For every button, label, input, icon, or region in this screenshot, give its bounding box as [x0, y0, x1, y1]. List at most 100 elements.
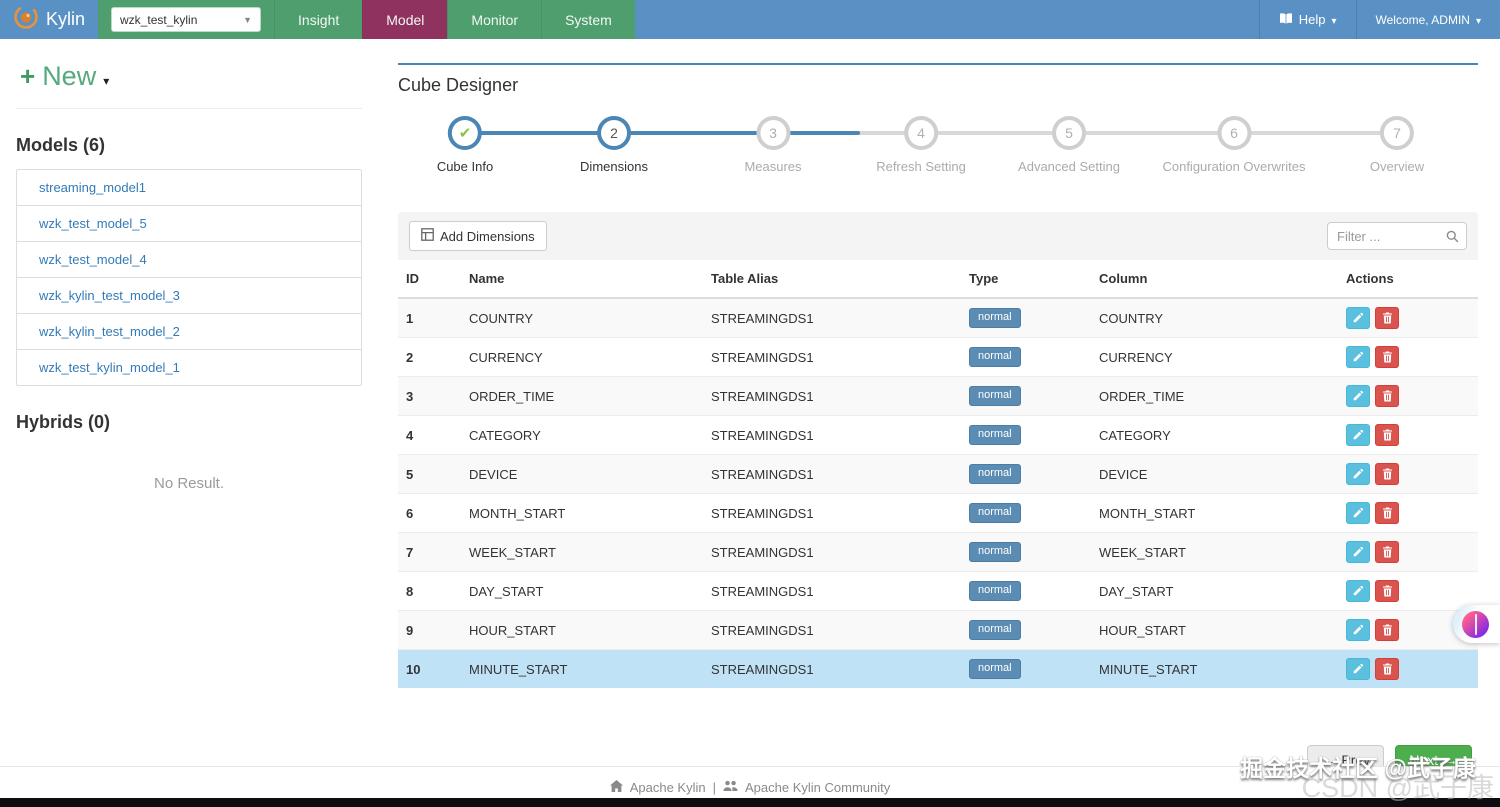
model-link[interactable]: wzk_test_model_4: [17, 241, 361, 277]
delete-button[interactable]: [1375, 502, 1399, 524]
main-content: Cube Designer ✔ Cube Info 2 Dimensions 3 Meas…: [378, 39, 1500, 788]
edit-button[interactable]: [1346, 424, 1370, 446]
brand[interactable]: Kylin: [0, 0, 98, 39]
watermark-csdn: CSDN @武子康: [1301, 773, 1494, 803]
nav-items: Insight Model Monitor System: [274, 0, 635, 39]
delete-button[interactable]: [1375, 580, 1399, 602]
cell-column: ORDER_TIME: [1091, 376, 1338, 416]
step-configuration-overwrites[interactable]: 6 Configuration Overwrites: [1162, 112, 1306, 174]
cell-type: normal: [961, 415, 1091, 455]
cell-column: COUNTRY: [1091, 297, 1338, 338]
type-badge: normal: [969, 425, 1021, 445]
model-link[interactable]: wzk_kylin_test_model_3: [17, 277, 361, 313]
assistant-widget[interactable]: [1453, 605, 1500, 643]
cell-name: ORDER_TIME: [461, 376, 703, 416]
model-link[interactable]: streaming_model1: [39, 180, 146, 195]
footer-link-apache-kylin[interactable]: Apache Kylin: [629, 779, 706, 795]
cell-actions: [1338, 376, 1478, 416]
cell-actions: [1338, 532, 1478, 572]
step-number: 5: [1052, 116, 1086, 150]
delete-button[interactable]: [1375, 541, 1399, 563]
delete-button[interactable]: [1375, 385, 1399, 407]
delete-button[interactable]: [1375, 463, 1399, 485]
edit-button[interactable]: [1346, 619, 1370, 641]
user-menu[interactable]: Welcome, ADMIN: [1355, 0, 1500, 39]
cell-table-alias: STREAMINGDS1: [703, 532, 961, 572]
model-link[interactable]: wzk_test_model_5: [17, 205, 361, 241]
delete-button[interactable]: [1375, 346, 1399, 368]
people-icon: [723, 780, 738, 795]
footer-link-community[interactable]: Apache Kylin Community: [745, 779, 891, 795]
hybrids-heading: Hybrids (0): [16, 412, 111, 432]
cell-column: DAY_START: [1091, 571, 1338, 611]
cell-id: 10: [398, 649, 461, 688]
edit-button[interactable]: [1346, 463, 1370, 485]
dimension-row[interactable]: 5 DEVICE STREAMINGDS1 normal DEVICE: [398, 454, 1478, 494]
cell-column: MONTH_START: [1091, 493, 1338, 533]
dimension-row[interactable]: 9 HOUR_START STREAMINGDS1 normal HOUR_START: [398, 610, 1478, 650]
edit-button[interactable]: [1346, 502, 1370, 524]
step-advanced-setting[interactable]: 5 Advanced Setting: [1018, 112, 1120, 174]
filter-input[interactable]: [1327, 222, 1467, 250]
search-icon: [1446, 230, 1459, 243]
edit-button[interactable]: [1346, 346, 1370, 368]
home-icon: [609, 779, 623, 795]
table-icon: [421, 228, 434, 244]
cell-type: normal: [961, 649, 1091, 688]
col-header-type: Type: [961, 260, 1091, 299]
book-icon: [1279, 12, 1293, 27]
brand-name: Kylin: [46, 9, 86, 29]
dimension-row[interactable]: 1 COUNTRY STREAMINGDS1 normal COUNTRY: [398, 297, 1478, 338]
help-label: Help: [1298, 12, 1326, 27]
help-menu[interactable]: Help: [1258, 0, 1356, 39]
step-label: Cube Info: [436, 159, 494, 174]
cell-column: HOUR_START: [1091, 610, 1338, 650]
cell-actions: [1338, 297, 1478, 338]
new-button-label: New: [42, 61, 97, 91]
dimension-row[interactable]: 2 CURRENCY STREAMINGDS1 normal CURRENCY: [398, 337, 1478, 377]
delete-button[interactable]: [1375, 658, 1399, 680]
step-overview[interactable]: 7 Overview: [1370, 112, 1424, 174]
edit-button[interactable]: [1346, 307, 1370, 329]
step-refresh-setting[interactable]: 4 Refresh Setting: [876, 112, 966, 174]
no-result-text: No Result.: [153, 475, 225, 492]
add-dimensions-button[interactable]: Add Dimensions: [409, 221, 547, 251]
model-link[interactable]: wzk_kylin_test_model_2: [17, 313, 361, 349]
nav-right-section: Help Welcome, ADMIN: [1258, 0, 1500, 39]
edit-button[interactable]: [1346, 541, 1370, 563]
step-dimensions[interactable]: 2 Dimensions: [580, 112, 648, 174]
check-icon: ✔: [448, 116, 482, 150]
dimension-row[interactable]: 3 ORDER_TIME STREAMINGDS1 normal ORDER_TIME: [398, 376, 1478, 416]
dimension-row[interactable]: 7 WEEK_START STREAMINGDS1 normal WEEK_START: [398, 532, 1478, 572]
dimension-row[interactable]: 10 MINUTE_START STREAMINGDS1 normal MINUTE_S…: [398, 649, 1478, 688]
top-navbar: Kylin wzk_test_kylin ▼ Insight Model Monit…: [0, 0, 1500, 39]
dimension-row[interactable]: 4 CATEGORY STREAMINGDS1 normal CATEGORY: [398, 415, 1478, 455]
cell-type: normal: [961, 532, 1091, 572]
cell-name: CATEGORY: [461, 415, 703, 455]
cell-id: 9: [398, 610, 461, 650]
cell-id: 8: [398, 571, 461, 611]
dimensions-table: ID Name Table Alias Type Column Actions …: [398, 260, 1478, 688]
delete-button[interactable]: [1375, 424, 1399, 446]
edit-button[interactable]: [1346, 580, 1370, 602]
dimension-row[interactable]: 6 MONTH_START STREAMINGDS1 normal MONTH_STAR…: [398, 493, 1478, 533]
step-cube-info[interactable]: ✔ Cube Info: [437, 112, 493, 174]
nav-item-insight[interactable]: Insight: [274, 0, 362, 39]
edit-button[interactable]: [1346, 385, 1370, 407]
project-select[interactable]: wzk_test_kylin ▼: [111, 7, 262, 32]
new-button[interactable]: + New: [20, 61, 109, 92]
model-link[interactable]: wzk_test_kylin_model_1: [17, 349, 361, 385]
step-number: 7: [1380, 116, 1414, 150]
delete-button[interactable]: [1375, 307, 1399, 329]
dimension-row[interactable]: 8 DAY_START STREAMINGDS1 normal DAY_START: [398, 571, 1478, 611]
nav-item-model[interactable]: Model: [362, 0, 448, 39]
nav-item-monitor[interactable]: Monitor: [447, 0, 541, 39]
nav-item-system[interactable]: System: [541, 0, 635, 39]
type-badge: normal: [969, 386, 1021, 406]
dimensions-tbody: 1 COUNTRY STREAMINGDS1 normal COUNTRY 2 CURREN…: [398, 297, 1478, 688]
cell-column: DEVICE: [1091, 454, 1338, 494]
filter-wrap: [1327, 222, 1467, 250]
step-measures[interactable]: 3 Measures: [744, 112, 802, 174]
delete-button[interactable]: [1375, 619, 1399, 641]
edit-button[interactable]: [1346, 658, 1370, 680]
